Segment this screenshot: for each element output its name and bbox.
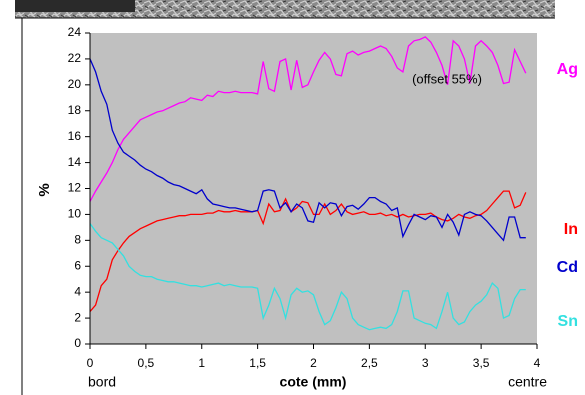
y-axis-label: % bbox=[36, 183, 53, 196]
y-tick-label: 8 bbox=[74, 233, 81, 247]
photo-dark bbox=[15, 0, 135, 12]
y-tick-label: 12 bbox=[68, 181, 82, 195]
legend-label: Cd bbox=[557, 259, 578, 276]
annotation: (offset 55%) bbox=[412, 71, 482, 86]
y-tick-label: 4 bbox=[74, 284, 81, 298]
x-tick-label: 1 bbox=[198, 356, 205, 370]
photo-strip bbox=[15, 0, 555, 18]
x-tick-label: 2 bbox=[310, 356, 317, 370]
y-tick-label: 2 bbox=[74, 310, 81, 324]
y-tick-label: 20 bbox=[68, 77, 82, 91]
y-tick-label: 24 bbox=[68, 25, 82, 39]
y-tick-label: 10 bbox=[68, 207, 82, 221]
series-line bbox=[89, 36, 527, 202]
marks bbox=[89, 36, 527, 331]
legend-label: In bbox=[564, 221, 578, 238]
y-tick-label: 22 bbox=[68, 51, 82, 65]
y-tick-label: 6 bbox=[74, 258, 81, 272]
series-line bbox=[89, 190, 527, 313]
series-line bbox=[89, 58, 526, 242]
x-label-right: centre bbox=[508, 374, 547, 390]
plot-area bbox=[90, 33, 537, 344]
x-tick-label: 2,5 bbox=[361, 356, 378, 370]
x-axis-label: cote (mm) bbox=[280, 374, 347, 390]
y-tick-label: 0 bbox=[74, 336, 81, 350]
x-tick-label: 3,5 bbox=[473, 356, 490, 370]
x-tick-label: 4 bbox=[534, 356, 541, 370]
y-tick-label: 14 bbox=[68, 155, 82, 169]
x-label-left: bord bbox=[88, 374, 116, 390]
x-tick-label: 0 bbox=[87, 356, 94, 370]
y-tick-label: 16 bbox=[68, 129, 82, 143]
x-tick-label: 0,5 bbox=[138, 356, 155, 370]
x-tick-label: 3 bbox=[422, 356, 429, 370]
series-line bbox=[89, 223, 526, 331]
y-tick-label: 18 bbox=[68, 103, 82, 117]
legend-label: Sn bbox=[558, 313, 578, 330]
legend-label: Ag bbox=[557, 61, 578, 78]
x-tick-label: 1,5 bbox=[249, 356, 266, 370]
